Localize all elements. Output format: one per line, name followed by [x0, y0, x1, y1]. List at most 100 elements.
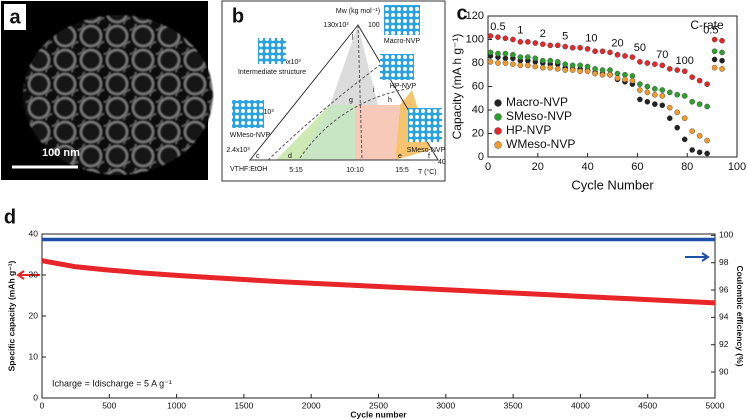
- data-point: [666, 66, 673, 72]
- data-point: [592, 48, 598, 55]
- data-point: [569, 67, 576, 73]
- data-point: [689, 74, 695, 80]
- data-point: [704, 103, 710, 110]
- rate-label: 100: [676, 55, 694, 67]
- rate-label: 70: [656, 49, 668, 61]
- data-point: [652, 101, 658, 107]
- data-point: [644, 83, 651, 90]
- data-point: [681, 93, 688, 99]
- data-point: [659, 87, 666, 93]
- data-point: [622, 76, 628, 83]
- data-point: [599, 71, 606, 78]
- x-tick-label: 80: [681, 161, 693, 173]
- data-point: [487, 49, 494, 56]
- data-point: [659, 93, 666, 99]
- note: C-rate: [690, 18, 724, 32]
- y-tick-label: 30: [29, 269, 39, 279]
- rate-label: 0.5: [703, 24, 718, 36]
- rate-label: 20: [611, 37, 623, 49]
- point-label: e: [398, 153, 402, 160]
- data-point: [495, 50, 501, 57]
- y-tick-label: 20: [29, 310, 39, 320]
- data-point: [539, 41, 546, 48]
- data-point: [719, 49, 725, 56]
- data-point: [510, 51, 516, 58]
- data-point: [577, 68, 583, 75]
- data-point: [607, 71, 613, 78]
- data-point: [637, 96, 643, 103]
- y-tick-label: 0: [478, 151, 484, 163]
- data-point: [525, 39, 531, 45]
- data-point: [495, 34, 501, 40]
- y-axis-title: Capacity (mA h g⁻¹): [450, 34, 464, 140]
- rate-label: 50: [634, 42, 646, 54]
- data-point: [584, 63, 591, 70]
- panel-b: b Mw (kg mol⁻¹) 130x10³ 36x10³ 5.8x10³ 2…: [221, 0, 446, 182]
- boundaries: [267, 24, 413, 161]
- data-point: [659, 102, 666, 109]
- panel-label: c: [456, 2, 467, 24]
- x-tick-label: 2500: [369, 400, 388, 410]
- x-tick-label: 4500: [638, 400, 657, 410]
- data-point: [719, 57, 725, 64]
- structure-icon: [408, 108, 442, 142]
- data-point: [674, 67, 681, 73]
- data-point: [674, 91, 681, 98]
- data-point: [689, 147, 695, 153]
- data-point: [495, 60, 501, 66]
- data-point: [652, 86, 658, 92]
- x-tick-label: 40: [581, 161, 593, 173]
- data-point: [502, 35, 509, 42]
- data-point: [517, 54, 524, 60]
- data-point: [704, 137, 710, 144]
- data-point: [696, 149, 703, 156]
- data-point: [704, 81, 710, 87]
- data-point: [689, 128, 695, 134]
- data-point: [644, 60, 651, 66]
- data-point: [637, 81, 643, 87]
- y-tick-label: 40: [472, 104, 484, 116]
- data-point: [510, 36, 516, 43]
- data-point: [525, 62, 531, 69]
- structure-icon: [258, 38, 286, 64]
- y-tick-label: 20: [472, 127, 484, 139]
- x-tick-label: 3500: [504, 400, 523, 410]
- structure-icon: [232, 100, 264, 128]
- x-axis-title: Cycle Number: [571, 177, 654, 192]
- data-point: [674, 124, 681, 131]
- data-point: [562, 67, 568, 73]
- data-point: [674, 109, 681, 116]
- point-label: d: [288, 153, 292, 160]
- data-point: [629, 77, 636, 84]
- data-point: [525, 54, 531, 60]
- x-tick-label: 0: [40, 400, 45, 410]
- x-axis-title: Cycle number: [350, 409, 407, 419]
- data-point: [637, 59, 643, 65]
- data-point: [644, 98, 651, 105]
- y-axis-title: Specific capacity (mAh g⁻¹): [6, 260, 16, 371]
- y-tick-label: 0: [33, 392, 38, 402]
- point-label: i: [373, 87, 375, 94]
- data-point: [681, 136, 688, 143]
- structure-label: HP-NVP: [390, 83, 417, 90]
- t-tick: 40: [438, 159, 446, 166]
- plot-frame: [41, 233, 716, 399]
- legend-marker: [494, 141, 502, 149]
- data-point: [569, 62, 576, 69]
- data-point: [607, 67, 613, 73]
- data-point: [592, 66, 598, 72]
- rate-label: 1: [517, 24, 523, 36]
- data-point: [704, 150, 710, 157]
- x-tick-label: 20: [532, 161, 544, 173]
- data-point: [681, 68, 688, 75]
- y-tick-label: 80: [472, 57, 484, 69]
- structure-label: Intermediate structure: [238, 69, 306, 76]
- legend-marker: [494, 99, 502, 107]
- data-point: [569, 44, 576, 51]
- data-point: [711, 48, 718, 55]
- data-point: [696, 133, 703, 139]
- data-point: [502, 60, 509, 66]
- data-point: [577, 62, 583, 69]
